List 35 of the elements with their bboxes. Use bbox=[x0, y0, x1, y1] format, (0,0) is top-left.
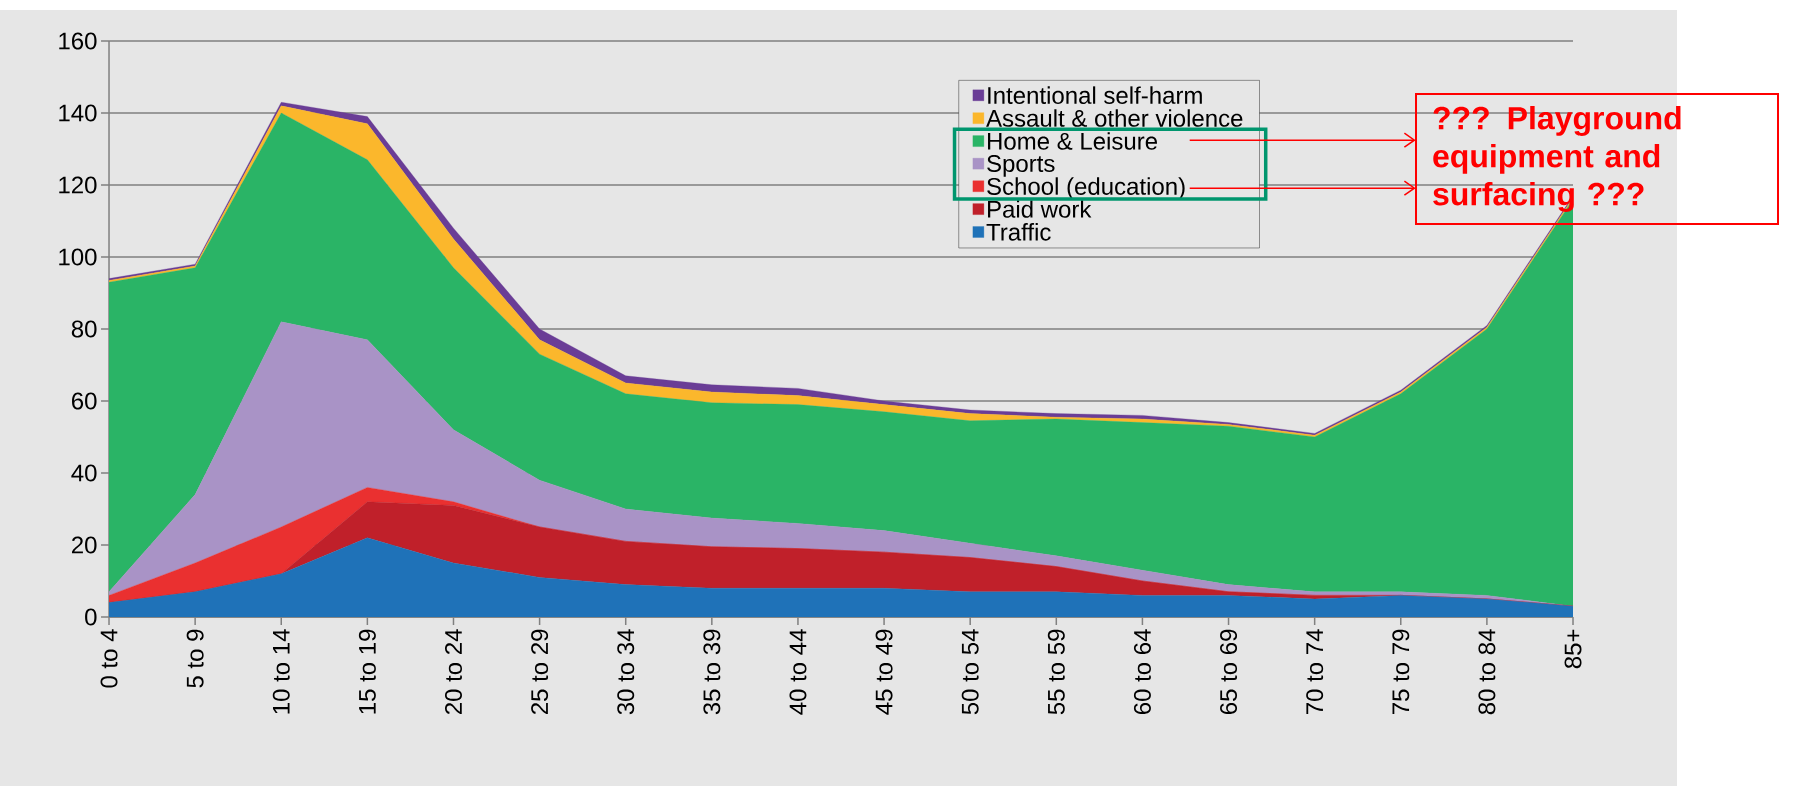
x-tick-label: 80 to 84 bbox=[1478, 629, 1496, 715]
y-tick-label: 20 bbox=[71, 536, 97, 554]
x-tick-label: 15 to 19 bbox=[358, 629, 376, 714]
y-tick-label: 0 bbox=[85, 608, 97, 626]
x-tick-label: 25 to 29 bbox=[531, 629, 549, 715]
legend-label: Home & Leisure bbox=[988, 132, 1157, 150]
y-tick-label: 80 bbox=[71, 320, 97, 338]
x-tick-label: 85+ bbox=[1564, 629, 1582, 669]
x-tick-label: 55 to 59 bbox=[1047, 629, 1065, 715]
x-tick-label: 70 to 74 bbox=[1306, 629, 1324, 715]
legend-label: Sports bbox=[987, 155, 1055, 177]
legend-label: Intentional self-harm bbox=[988, 86, 1202, 104]
legend-label: Traffic bbox=[986, 223, 1051, 241]
y-tick-label: 100 bbox=[59, 248, 97, 266]
y-tick-label: 120 bbox=[59, 176, 97, 194]
y-tick-label: 60 bbox=[72, 392, 97, 410]
x-tick-label: 60 to 64 bbox=[1133, 629, 1151, 715]
legend-label: Paid work bbox=[988, 200, 1092, 218]
x-tick-label: 0 to 4 bbox=[100, 629, 118, 688]
x-tick-label: 75 to 79 bbox=[1392, 629, 1410, 715]
x-tick-label: 50 to 54 bbox=[961, 629, 979, 715]
x-tick-label: 45 to 49 bbox=[875, 629, 893, 715]
x-tick-label: 20 to 24 bbox=[445, 629, 462, 715]
x-tick-label: 10 to 14 bbox=[272, 629, 290, 714]
x-tick-label: 40 to 44 bbox=[789, 629, 807, 715]
y-tick-label: 160 bbox=[59, 32, 97, 50]
x-tick-label: 30 to 34 bbox=[617, 629, 635, 715]
y-tick-label: 40 bbox=[71, 464, 97, 482]
x-tick-label: 5 to 9 bbox=[186, 629, 204, 688]
legend-label: School (education) bbox=[987, 177, 1185, 200]
x-tick-label: 35 to 39 bbox=[703, 629, 721, 715]
x-tick-label: 65 to 69 bbox=[1220, 629, 1238, 715]
legend-label: Assault & other violence bbox=[986, 109, 1243, 127]
y-tick-label: 140 bbox=[59, 104, 97, 122]
annotation: ??? Playground equipment and surfacing ??? bbox=[1433, 105, 1681, 212]
